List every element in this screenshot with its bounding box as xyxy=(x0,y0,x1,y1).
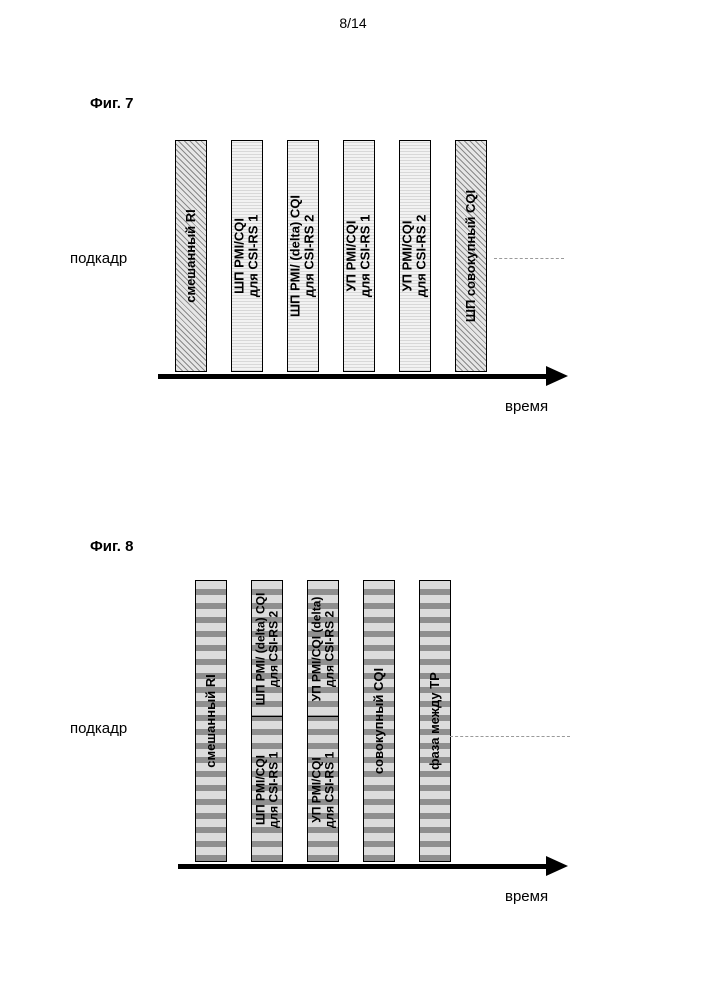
fig8-arrowhead xyxy=(546,856,568,876)
fig7-bar: УП PMI/CQIдля CSI-RS 2 xyxy=(399,140,431,372)
bar-label: ШП совокупный CQI xyxy=(464,190,478,322)
fig8-time-label: время xyxy=(505,888,548,905)
fig7-dash xyxy=(494,258,564,259)
bar-label: ШП PMI/CQIдля CSI-RS 1 xyxy=(233,215,262,298)
fig7-bar: ШП PMI/ (delta) CQIдля CSI-RS 2 xyxy=(287,140,319,372)
bar-label-top: УП PMI/CQI (delta)для CSI-RS 2 xyxy=(310,596,335,701)
page-number: 8/14 xyxy=(0,15,706,31)
fig8-axis xyxy=(178,864,548,869)
fig7-bar: смешанный RI xyxy=(175,140,207,372)
bar-label: смешанный RI xyxy=(184,209,198,303)
bar-label: совокупный CQI xyxy=(372,668,386,774)
fig8-dash xyxy=(450,736,570,737)
fig8-side-label: подкадр xyxy=(70,720,127,737)
fig7-diagram: смешанный RI ШП PMI/CQIдля CSI-RS 1 ШП PMI… xyxy=(175,140,575,380)
bar-label: УП PMI/CQIдля CSI-RS 2 xyxy=(401,215,430,298)
fig8-diagram: смешанный RI ШП PMI/ (delta) CQIдля CSI-R… xyxy=(195,580,565,870)
fig7-bar: ШП PMI/CQIдля CSI-RS 1 xyxy=(231,140,263,372)
fig7-side-label: подкадр xyxy=(70,250,127,267)
fig7-arrowhead xyxy=(546,366,568,386)
fig7-axis xyxy=(158,374,548,379)
bar-label: смешанный RI xyxy=(204,674,218,768)
fig7-bar: УП PMI/CQIдля CSI-RS 1 xyxy=(343,140,375,372)
fig8-bar: УП PMI/CQI (delta)для CSI-RS 2 УП PMI/CQI… xyxy=(307,580,339,862)
fig7-time-label: время xyxy=(505,398,548,415)
fig7-label: Фиг. 7 xyxy=(90,95,133,112)
fig8-bar: совокупный CQI xyxy=(363,580,395,862)
fig8-label: Фиг. 8 xyxy=(90,538,133,555)
bar-label: ШП PMI/ (delta) CQIдля CSI-RS 2 xyxy=(289,195,318,317)
bar-label-bottom: ШП PMI/CQIдля CSI-RS 1 xyxy=(254,752,279,828)
bar-label-top: ШП PMI/ (delta) CQIдля CSI-RS 2 xyxy=(254,592,279,705)
bar-label: фаза между TP xyxy=(428,672,442,770)
fig8-bar: фаза между TP xyxy=(419,580,451,862)
fig8-bar: смешанный RI xyxy=(195,580,227,862)
bar-label-bottom: УП PMI/CQIдля CSI-RS 1 xyxy=(310,752,335,828)
fig7-bar: ШП совокупный CQI xyxy=(455,140,487,372)
bar-label: УП PMI/CQIдля CSI-RS 1 xyxy=(345,215,374,298)
page: 8/14 Фиг. 7 подкадр смешанный RI ШП PMI/C… xyxy=(0,0,706,999)
fig8-bar: ШП PMI/ (delta) CQIдля CSI-RS 2 ШП PMI/CQ… xyxy=(251,580,283,862)
